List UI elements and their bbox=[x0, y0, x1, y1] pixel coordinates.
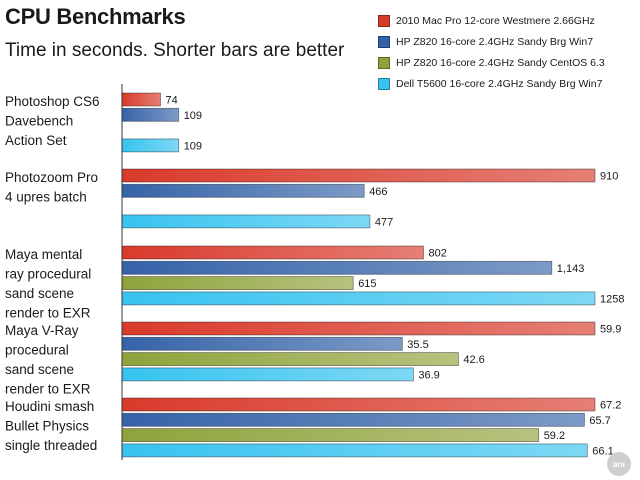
legend-swatch-dell bbox=[378, 77, 390, 90]
value-label: 109 bbox=[184, 140, 202, 152]
legend-label-mac-pro: 2010 Mac Pro 12-core Westmere 2.66GHz bbox=[396, 14, 595, 27]
value-label: 74 bbox=[166, 95, 178, 107]
legend-swatch-hp-centos bbox=[378, 56, 390, 69]
bar-dell bbox=[121, 443, 588, 458]
legend-item-hp-centos: HP Z820 16-core 2.4GHz Sandy CentOS 6.3 bbox=[378, 52, 636, 73]
value-label: 67.2 bbox=[600, 400, 621, 412]
category-label-line: render to EXR bbox=[5, 382, 91, 397]
bar-mac-pro bbox=[121, 92, 161, 107]
bar-mac-pro bbox=[121, 397, 596, 412]
bar-mac-pro bbox=[121, 168, 596, 183]
bar-dell bbox=[121, 214, 371, 229]
bar-dell bbox=[121, 138, 180, 153]
value-label: 802 bbox=[429, 248, 447, 260]
value-label: 36.9 bbox=[418, 369, 439, 381]
category-label-line: Maya V-Ray bbox=[5, 323, 79, 338]
legend-swatch-mac-pro bbox=[378, 14, 390, 27]
bar-hp-centos bbox=[121, 428, 540, 443]
category-label-line: sand scene bbox=[5, 286, 74, 301]
watermark-text: ars bbox=[612, 459, 625, 469]
legend-label-hp-win7: HP Z820 16-core 2.4GHz Sandy Brg Win7 bbox=[396, 35, 594, 48]
value-label: 466 bbox=[369, 186, 387, 198]
value-label: 615 bbox=[358, 278, 376, 290]
category-label-line: ray procedural bbox=[5, 267, 91, 282]
chart-title: CPU Benchmarks bbox=[5, 4, 186, 29]
value-label: 109 bbox=[184, 110, 202, 122]
value-label: 910 bbox=[600, 171, 618, 183]
legend-label-hp-centos: HP Z820 16-core 2.4GHz Sandy CentOS 6.3 bbox=[396, 56, 605, 69]
value-label: 477 bbox=[375, 216, 393, 228]
legend-label-dell: Dell T5600 16-core 2.4GHz Sandy Brg Win7 bbox=[396, 77, 603, 90]
bar-dell bbox=[121, 367, 414, 382]
category-label: Maya mental ray procedural sand scene rende… bbox=[5, 247, 91, 321]
value-label: 1,143 bbox=[557, 263, 585, 275]
bar-hp-win7 bbox=[121, 107, 180, 122]
legend-item-mac-pro: 2010 Mac Pro 12-core Westmere 2.66GHz bbox=[378, 10, 636, 31]
value-label: 59.2 bbox=[544, 430, 565, 442]
category-label: Photoshop CS6 Davebench Action Set bbox=[5, 94, 100, 148]
category-label-line: Maya mental bbox=[5, 247, 82, 262]
category-label-line: 4 upres batch bbox=[5, 190, 87, 205]
category-label-line: Bullet Physics bbox=[5, 419, 89, 434]
value-label: 42.6 bbox=[463, 354, 484, 366]
bar-hp-centos bbox=[121, 276, 354, 291]
ars-watermark-logo: ars bbox=[607, 452, 631, 476]
value-label: 35.5 bbox=[407, 339, 428, 351]
bar-hp-win7 bbox=[121, 183, 365, 198]
bar-dell bbox=[121, 291, 596, 306]
chart-subtitle: Time in seconds. Shorter bars are better bbox=[5, 40, 345, 61]
value-label: 1258 bbox=[600, 293, 624, 305]
bar-mac-pro bbox=[121, 321, 596, 336]
category-label-line: sand scene bbox=[5, 362, 74, 377]
bar-hp-win7 bbox=[121, 412, 585, 427]
bar-mac-pro bbox=[121, 245, 424, 260]
bar-hp-win7 bbox=[121, 336, 403, 351]
legend: 2010 Mac Pro 12-core Westmere 2.66GHz HP… bbox=[378, 10, 636, 94]
bar-hp-win7 bbox=[121, 260, 553, 275]
legend-swatch-hp-win7 bbox=[378, 35, 390, 48]
category-label-line: Houdini smash bbox=[5, 399, 94, 414]
category-label: Houdini smash Bullet Physics single thread… bbox=[5, 399, 97, 453]
legend-item-hp-win7: HP Z820 16-core 2.4GHz Sandy Brg Win7 bbox=[378, 31, 636, 52]
legend-item-dell: Dell T5600 16-core 2.4GHz Sandy Brg Win7 bbox=[378, 73, 636, 94]
category-label-line: Photoshop CS6 bbox=[5, 94, 100, 109]
category-label-line: single threaded bbox=[5, 438, 97, 453]
category-label: Maya V-Ray procedural sand scene render to … bbox=[5, 323, 91, 397]
category-label: Photozoom Pro 4 upres batch bbox=[5, 170, 98, 205]
category-label-line: render to EXR bbox=[5, 306, 91, 321]
value-label: 59.9 bbox=[600, 324, 621, 336]
value-label: 66.1 bbox=[592, 445, 613, 457]
bar-hp-centos bbox=[121, 352, 459, 367]
category-label-line: Action Set bbox=[5, 133, 67, 148]
category-label-line: Davebench bbox=[5, 114, 73, 129]
category-label-line: Photozoom Pro bbox=[5, 170, 98, 185]
value-label: 65.7 bbox=[589, 415, 610, 427]
category-label-line: procedural bbox=[5, 343, 69, 358]
